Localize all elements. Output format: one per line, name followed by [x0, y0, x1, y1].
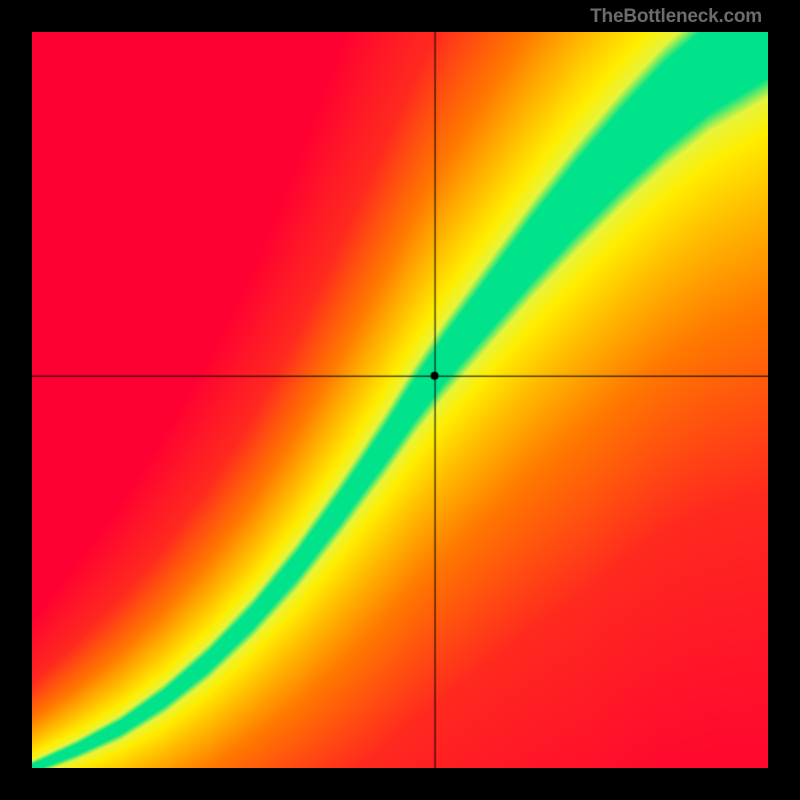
heatmap-canvas	[32, 32, 768, 768]
plot-area	[32, 32, 768, 768]
watermark-text: TheBottleneck.com	[590, 6, 762, 28]
chart-container: TheBottleneck.com	[0, 0, 800, 800]
